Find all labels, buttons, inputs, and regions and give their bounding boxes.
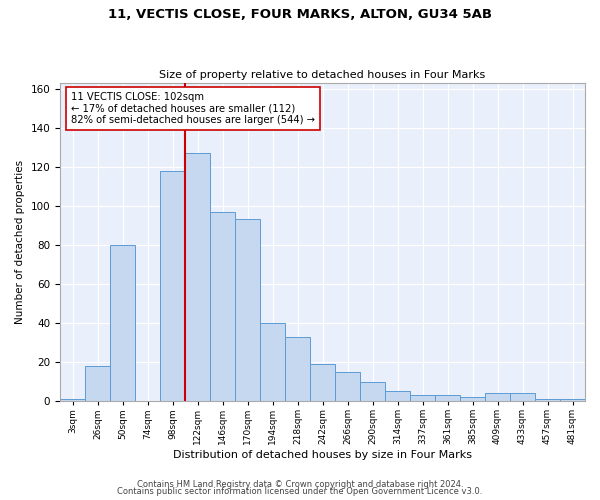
Text: Contains public sector information licensed under the Open Government Licence v3: Contains public sector information licen… bbox=[118, 487, 482, 496]
Y-axis label: Number of detached properties: Number of detached properties bbox=[15, 160, 25, 324]
Bar bbox=[210, 212, 235, 401]
Bar bbox=[385, 392, 410, 401]
Text: Contains HM Land Registry data © Crown copyright and database right 2024.: Contains HM Land Registry data © Crown c… bbox=[137, 480, 463, 489]
X-axis label: Distribution of detached houses by size in Four Marks: Distribution of detached houses by size … bbox=[173, 450, 472, 460]
Text: 11, VECTIS CLOSE, FOUR MARKS, ALTON, GU34 5AB: 11, VECTIS CLOSE, FOUR MARKS, ALTON, GU3… bbox=[108, 8, 492, 20]
Bar bbox=[285, 336, 310, 401]
Bar bbox=[360, 382, 385, 401]
Bar bbox=[410, 396, 435, 401]
Bar bbox=[185, 153, 210, 401]
Bar bbox=[485, 394, 510, 401]
Bar bbox=[560, 399, 585, 401]
Bar bbox=[510, 394, 535, 401]
Bar bbox=[110, 245, 135, 401]
Bar bbox=[260, 323, 285, 401]
Bar bbox=[460, 397, 485, 401]
Bar bbox=[435, 396, 460, 401]
Bar bbox=[60, 399, 85, 401]
Bar bbox=[235, 220, 260, 401]
Bar bbox=[160, 170, 185, 401]
Text: 11 VECTIS CLOSE: 102sqm
← 17% of detached houses are smaller (112)
82% of semi-d: 11 VECTIS CLOSE: 102sqm ← 17% of detache… bbox=[71, 92, 314, 126]
Title: Size of property relative to detached houses in Four Marks: Size of property relative to detached ho… bbox=[160, 70, 485, 81]
Bar bbox=[335, 372, 360, 401]
Bar bbox=[535, 399, 560, 401]
Bar bbox=[85, 366, 110, 401]
Bar bbox=[310, 364, 335, 401]
